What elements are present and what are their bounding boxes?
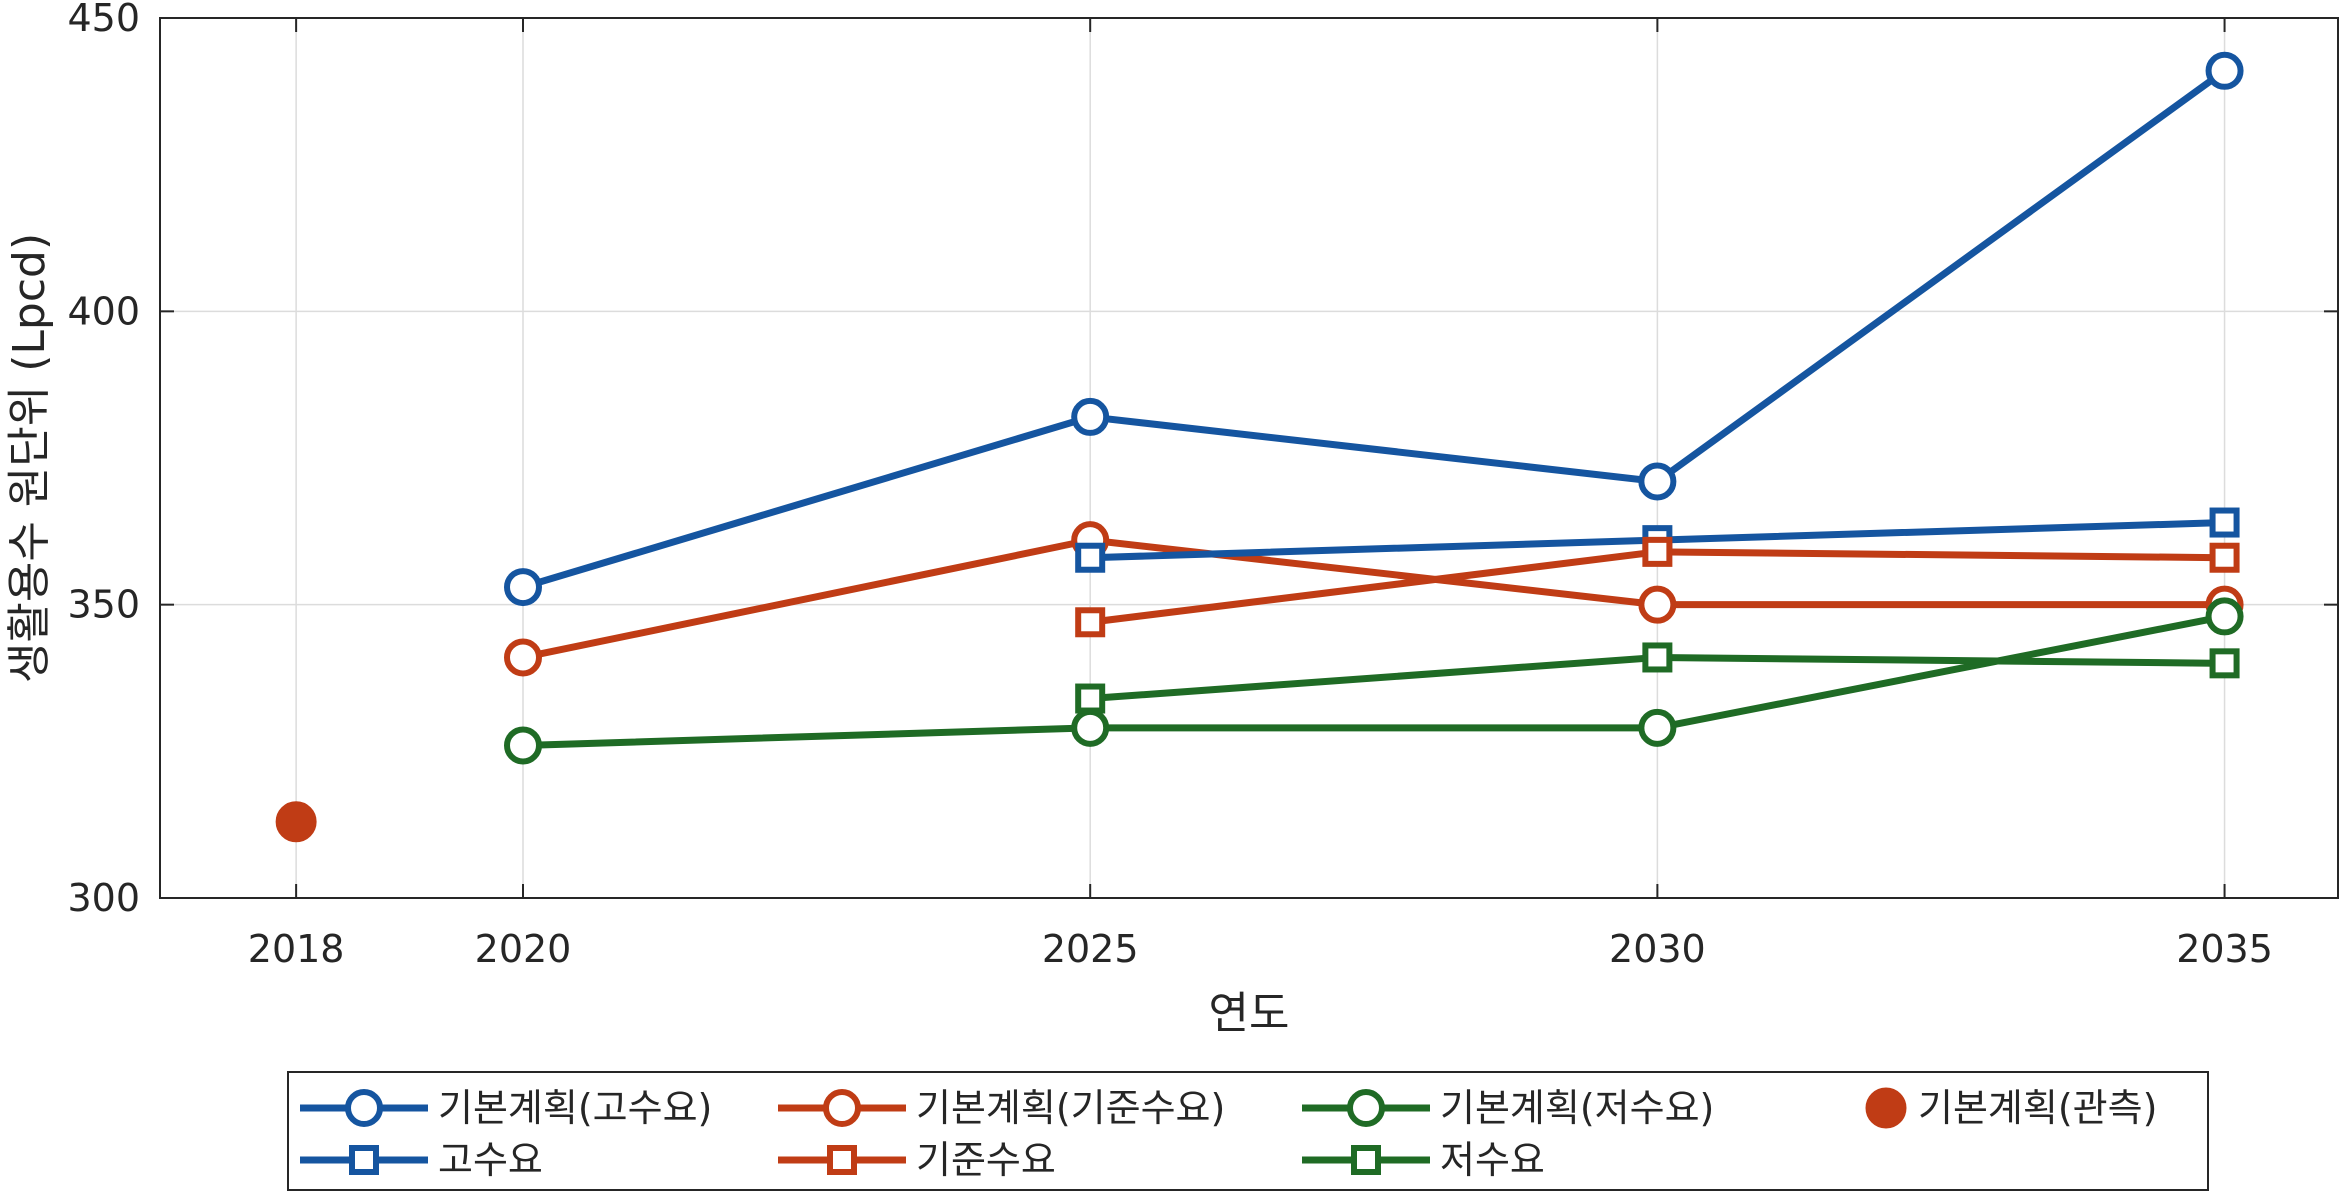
data-point (1075, 683, 1106, 714)
data-point (2209, 507, 2240, 538)
data-point (1638, 585, 1677, 624)
legend-marker (823, 1089, 861, 1127)
series-line (522, 536, 2225, 661)
series-0 (504, 51, 2244, 607)
data-point (1638, 462, 1677, 501)
legend-label: 기준수요 (916, 1138, 1056, 1182)
legend-marker (349, 1145, 379, 1175)
series-2 (504, 597, 2244, 765)
series-5 (1075, 536, 2240, 638)
tick-labels: 2018 2020 2025 2030 2035 300 350 400 450 (67, 0, 2338, 971)
x-tick-label: 2030 (1609, 927, 1706, 971)
data-point (1642, 642, 1673, 673)
y-tick-label: 300 (67, 876, 140, 920)
data-point (275, 801, 317, 843)
series-line (522, 612, 2226, 749)
data-point (1071, 708, 1110, 747)
data-point (1071, 397, 1110, 436)
series-line (521, 67, 2227, 591)
legend-label: 저수요 (1440, 1138, 1545, 1182)
data-point (1638, 708, 1677, 747)
data-point (1075, 607, 1106, 638)
legend-item: 기본계획(관측) (1865, 1086, 2157, 1130)
data-point (2205, 597, 2244, 636)
x-tick-label: 2035 (2176, 927, 2273, 971)
legend-label: 기본계획(관측) (1918, 1086, 2157, 1130)
legend-item: 기본계획(기준수요) (778, 1086, 1225, 1130)
legend-label: 기본계획(기준수요) (916, 1086, 1225, 1130)
legend-item: 고수요 (300, 1138, 543, 1182)
data-point (1642, 536, 1673, 567)
legend-marker (827, 1145, 857, 1175)
legend-marker (1865, 1087, 1907, 1129)
y-axis-label: 생활용수 원단위 (Lpcd) (4, 233, 55, 683)
x-tick-label: 2025 (1042, 927, 1139, 971)
legend-marker (1347, 1089, 1385, 1127)
x-tick-label: 2018 (248, 927, 345, 971)
legend-item: 기본계획(고수요) (300, 1086, 712, 1130)
series-layer (275, 51, 2244, 843)
series-3 (275, 801, 317, 843)
legend-item: 기본계획(저수요) (1302, 1086, 1714, 1130)
series-6 (1075, 642, 2240, 714)
legend-item: 기준수요 (778, 1138, 1056, 1182)
x-tick-label: 2020 (475, 927, 572, 971)
y-tick-label: 400 (67, 289, 140, 333)
legend-marker (345, 1089, 383, 1127)
legend-label: 고수요 (438, 1138, 543, 1182)
legend-marker (1351, 1145, 1381, 1175)
legend-label: 기본계획(고수요) (438, 1086, 712, 1130)
legend-item: 저수요 (1302, 1138, 1545, 1182)
data-point (504, 568, 542, 607)
data-point (504, 638, 542, 677)
data-point (2205, 51, 2244, 90)
data-point (2209, 648, 2240, 679)
grid (160, 17, 2338, 899)
plot-area (159, 17, 2339, 899)
data-point (2209, 542, 2240, 573)
series-1 (504, 521, 2244, 677)
x-axis-label: 연도 (1209, 988, 1290, 1039)
legend: 기본계획(고수요) 기본계획(기준수요) 기본계획(저수요) 기본계획(관측) 고수요 기… (287, 1071, 2209, 1191)
y-tick-label: 350 (67, 583, 140, 627)
y-tick-label: 450 (67, 0, 140, 40)
legend-label: 기본계획(저수요) (1440, 1086, 1714, 1130)
data-point (1075, 542, 1106, 573)
data-point (504, 726, 542, 765)
